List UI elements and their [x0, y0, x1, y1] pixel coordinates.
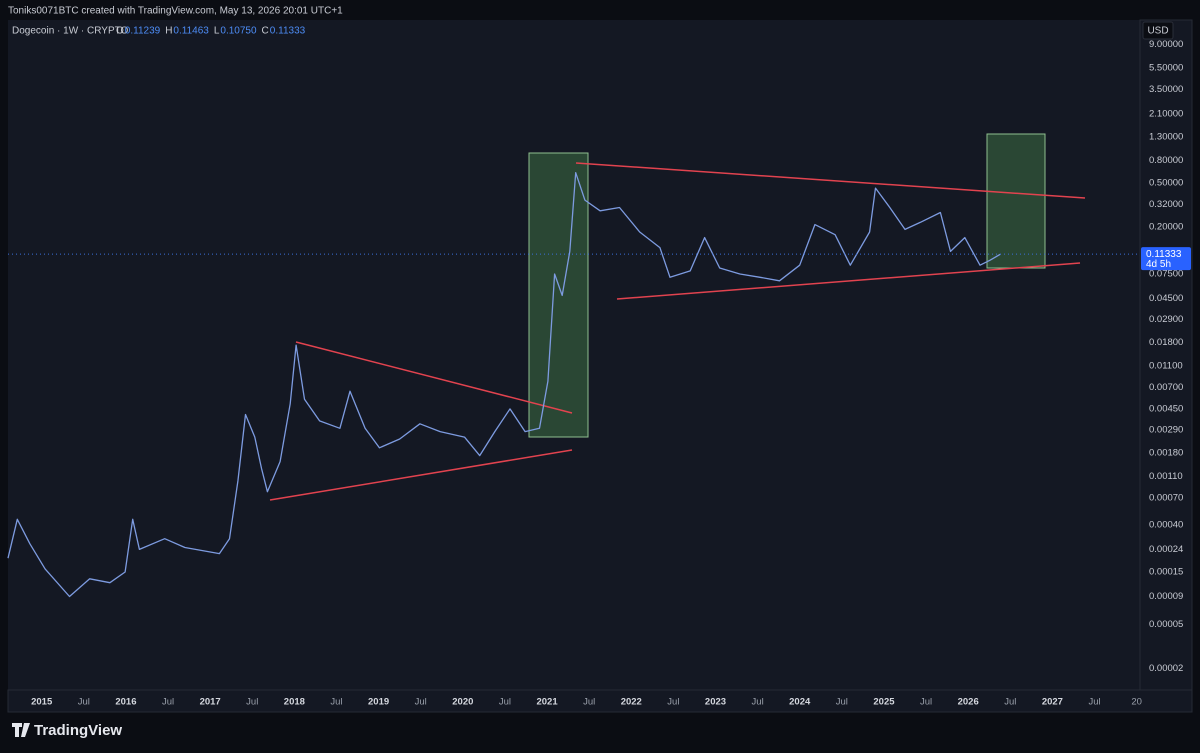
y-tick-label: 0.80000: [1149, 155, 1183, 166]
y-tick-label: 0.00024: [1149, 544, 1183, 555]
y-tick-label: 0.01100: [1149, 361, 1183, 372]
x-tick-label: 2020: [452, 697, 473, 708]
x-tick-label: 2026: [958, 697, 979, 708]
y-tick-label: 0.04500: [1149, 293, 1183, 304]
x-tick-label: Jul: [499, 697, 511, 708]
x-tick-label: Jul: [920, 697, 932, 708]
y-tick-label: 5.50000: [1149, 63, 1183, 74]
credit: Toniks0071BTC created with TradingView.c…: [8, 6, 343, 17]
plot-area: [8, 20, 1140, 690]
trendline: [575, 162, 1086, 199]
y-tick-label: 9.00000: [1149, 39, 1183, 50]
y-tick-label: 0.00009: [1149, 591, 1183, 602]
x-tick-label: Jul: [1088, 697, 1100, 708]
x-tick-label: Jul: [1004, 697, 1016, 708]
y-tick-label: 1.30000: [1149, 132, 1183, 143]
ohlc-value: 0.10750: [220, 26, 257, 37]
ohlc-value: 0.11239: [125, 26, 161, 37]
y-tick-label: 0.02900: [1149, 314, 1183, 325]
x-tick-label: Jul: [667, 697, 679, 708]
x-tick-label: 2025: [873, 697, 895, 708]
x-tick-label: 2023: [705, 697, 726, 708]
axes: 9.00000 5.50000 3.50000 2.10000 1.30000 0.800…: [31, 39, 1183, 708]
y-tick-label: 0.00040: [1149, 519, 1183, 530]
ohlc-value: 0.11463: [173, 26, 209, 37]
y-tick-label: 0.00700: [1149, 382, 1183, 393]
y-tick-label: 0.00002: [1149, 663, 1183, 674]
ohlc-key: C: [262, 26, 269, 37]
countdown: 4d 5h: [1146, 259, 1171, 270]
target-box: [986, 133, 1046, 269]
y-tick-label: 0.00110: [1149, 471, 1183, 482]
last-price-label: 0.11333: [1146, 249, 1182, 260]
logo-icon: [12, 723, 30, 737]
y-tick-label: 0.00015: [1149, 566, 1183, 577]
x-tick-label: Jul: [752, 697, 764, 708]
y-tick-label: 0.00290: [1149, 424, 1183, 435]
x-tick-label: Jul: [162, 697, 174, 708]
x-tick-label: 2016: [115, 697, 136, 708]
y-tick-label: 2.10000: [1149, 109, 1183, 120]
y-tick-label: 0.07500: [1149, 268, 1183, 279]
y-tick-label: 0.00070: [1149, 493, 1183, 504]
x-tick-label: Jul: [836, 697, 848, 708]
y-tick-label: 0.20000: [1149, 221, 1183, 232]
footer: TradingView: [12, 722, 122, 739]
drawings: [269, 133, 1086, 501]
legend: Dogecoin · 1W · CRYPTO O 0.11239 H 0.11463 L…: [12, 26, 306, 37]
x-tick-label: 2027: [1042, 697, 1063, 708]
brand: TradingView: [34, 722, 122, 739]
currency[interactable]: USD: [1147, 26, 1168, 37]
currency-box[interactable]: [1142, 21, 1174, 40]
x-tick-label: 2021: [536, 697, 558, 708]
price-axis: [1139, 19, 1193, 691]
trendline: [295, 341, 573, 414]
y-tick-label: 0.32000: [1149, 199, 1183, 210]
trendline: [269, 449, 573, 501]
x-tick-label: Jul: [78, 697, 90, 708]
x-tick-label: Jul: [583, 697, 595, 708]
x-tick-label: Jul: [330, 697, 342, 708]
y-tick-label: 3.50000: [1149, 84, 1183, 95]
trendline: [616, 262, 1081, 300]
x-tick-label: 20: [1131, 697, 1142, 708]
y-tick-label: 0.00005: [1149, 619, 1183, 630]
ohlc-value: 0.11333: [270, 26, 306, 37]
last-price-box: [1141, 247, 1191, 271]
ohlc-key: L: [214, 26, 220, 37]
x-tick-label: Jul: [415, 697, 427, 708]
ohlc-key: H: [165, 26, 172, 37]
target-box: [528, 152, 589, 438]
y-tick-label: 0.01800: [1149, 337, 1183, 348]
x-tick-label: Jul: [246, 697, 258, 708]
symbol: Dogecoin · 1W · CRYPTO: [12, 26, 129, 37]
y-tick-label: 0.00450: [1149, 403, 1183, 414]
y-tick-label: 0.50000: [1149, 178, 1183, 189]
x-tick-label: 2017: [200, 697, 221, 708]
x-tick-label: 2022: [621, 697, 642, 708]
ohlc-key: O: [116, 26, 124, 37]
x-tick-label: 2018: [284, 697, 305, 708]
x-tick-label: 2024: [789, 697, 811, 708]
x-tick-label: 2019: [368, 697, 389, 708]
y-tick-label: 0.00180: [1149, 447, 1183, 458]
time-axis: [7, 689, 1193, 713]
x-tick-label: 2015: [31, 697, 53, 708]
price-line: [7, 172, 1001, 598]
